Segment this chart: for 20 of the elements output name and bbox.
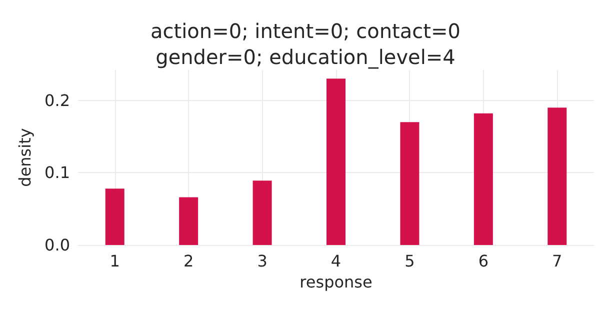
bar	[474, 113, 493, 245]
bar	[548, 108, 567, 245]
bar	[105, 188, 124, 245]
y-tick-label: 0.1	[44, 163, 70, 182]
y-tick-label: 0.0	[44, 236, 70, 254]
bar	[400, 122, 420, 245]
bar	[326, 78, 346, 245]
x-tick-label: 1	[110, 252, 120, 270]
x-tick-label: 6	[478, 252, 489, 270]
bar	[179, 197, 198, 245]
x-axis-title: response	[300, 272, 372, 292]
x-tick-label: 4	[330, 252, 342, 270]
chart-title: action=0; intent=0; contact=0 gender=0; education_level=4	[150, 19, 460, 69]
x-tick-label: 3	[257, 252, 268, 270]
x-tick-label: 2	[183, 252, 194, 270]
bar	[252, 180, 272, 245]
y-axis-title: density	[16, 128, 34, 187]
x-tick-label: 5	[404, 252, 415, 270]
x-tick-label: 7	[552, 252, 562, 270]
y-tick-label: 0.2	[44, 90, 70, 110]
